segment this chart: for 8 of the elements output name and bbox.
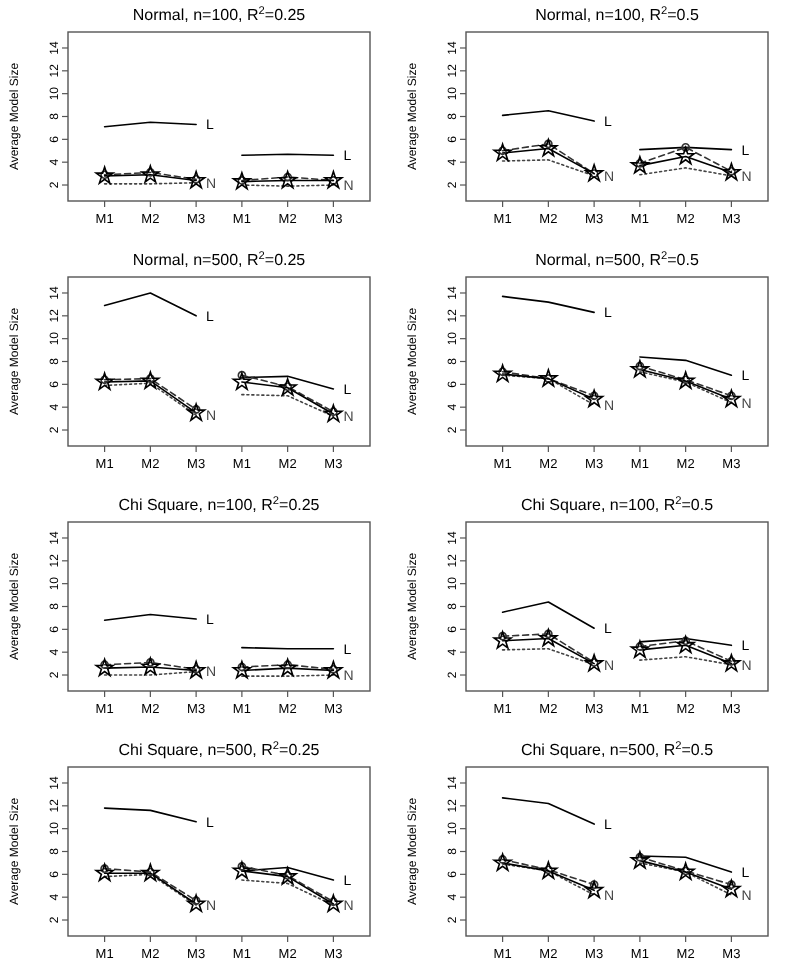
chart-title: Chi Square, n=500, R$^{2}$=0.25 [118,741,321,759]
chart-title: Normal, n=100, R$^{2}$=0.25 [132,6,307,24]
chart-title: Chi Square, n=500, R$^{2}$=0.5 [520,741,715,759]
chart-title: Normal, n=500, R$^{2}$=0.25 [132,251,307,269]
chart-title: Chi Square, n=100, R$^{2}$=0.5 [520,496,715,514]
chart-title: Chi Square, n=100, R$^{2}$=0.25 [118,496,321,514]
chart-title: Normal, n=100, R$^{2}$=0.5 [535,6,700,24]
chart-title: Normal, n=500, R$^{2}$=0.5 [535,251,700,269]
